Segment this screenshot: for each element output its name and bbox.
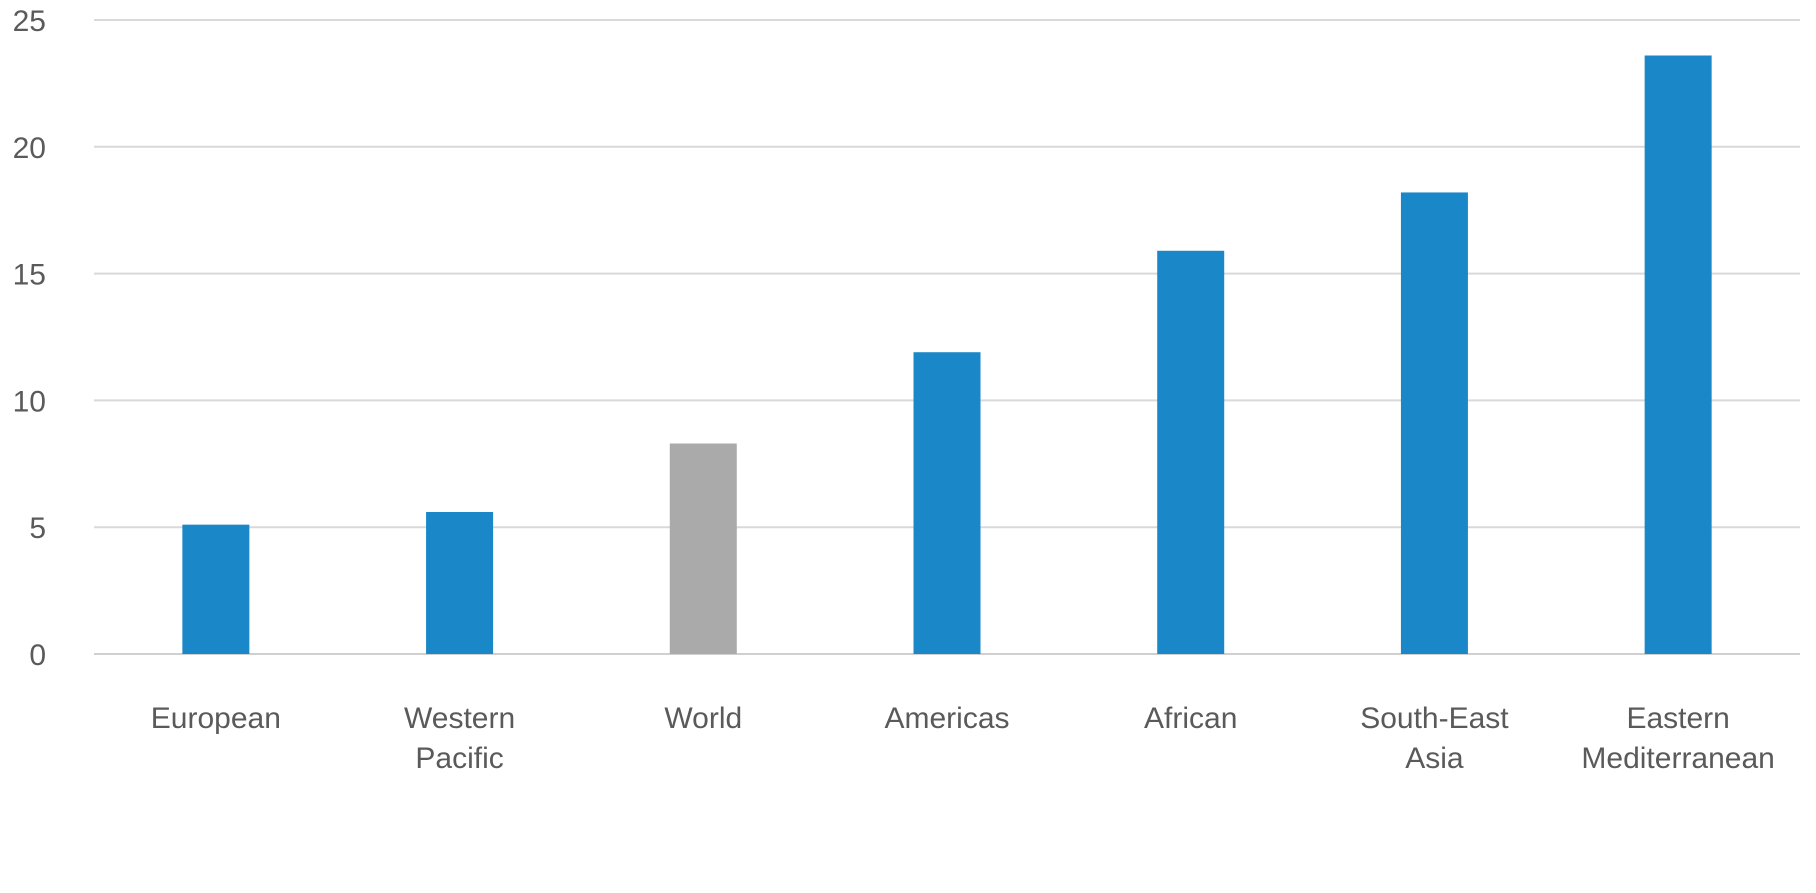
y-tick-label: 5	[29, 512, 46, 545]
x-category-label: African	[1144, 702, 1237, 735]
x-category-label-line: Asia	[1405, 742, 1464, 775]
bar	[426, 511, 494, 654]
x-category-label-line: Americas	[884, 702, 1009, 735]
y-axis-tick-labels: 0 5 10 15 20 25	[13, 5, 46, 672]
x-category-label: Americas	[884, 702, 1009, 735]
y-tick-label: 0	[29, 639, 46, 672]
x-category-label-line: European	[151, 702, 281, 735]
x-category-label: World	[664, 702, 742, 735]
x-category-label-line: Pacific	[415, 742, 503, 775]
x-category-label-line: World	[664, 702, 742, 735]
x-axis-category-labels: European Western Pacific World Americas Afric…	[151, 702, 1775, 775]
bar	[182, 524, 250, 654]
x-category-label: Eastern Mediterranean	[1581, 702, 1774, 775]
y-tick-label: 10	[13, 385, 46, 418]
bar	[1157, 250, 1225, 654]
bar	[669, 443, 737, 654]
x-category-label: European	[151, 702, 281, 735]
x-category-label: South-East Asia	[1360, 702, 1509, 775]
bar	[1644, 55, 1712, 654]
x-category-label: Western Pacific	[404, 702, 515, 775]
y-tick-label: 20	[13, 132, 46, 165]
y-tick-label: 25	[13, 5, 46, 38]
bar	[1400, 192, 1468, 654]
x-category-label-line: South-East	[1360, 702, 1509, 735]
bar	[913, 352, 981, 654]
x-category-label-line: African	[1144, 702, 1237, 735]
bars	[182, 55, 1712, 654]
y-tick-label: 15	[13, 259, 46, 292]
x-category-label-line: Western	[404, 702, 515, 735]
x-category-label-line: Eastern	[1626, 702, 1729, 735]
x-category-label-line: Mediterranean	[1581, 742, 1774, 775]
